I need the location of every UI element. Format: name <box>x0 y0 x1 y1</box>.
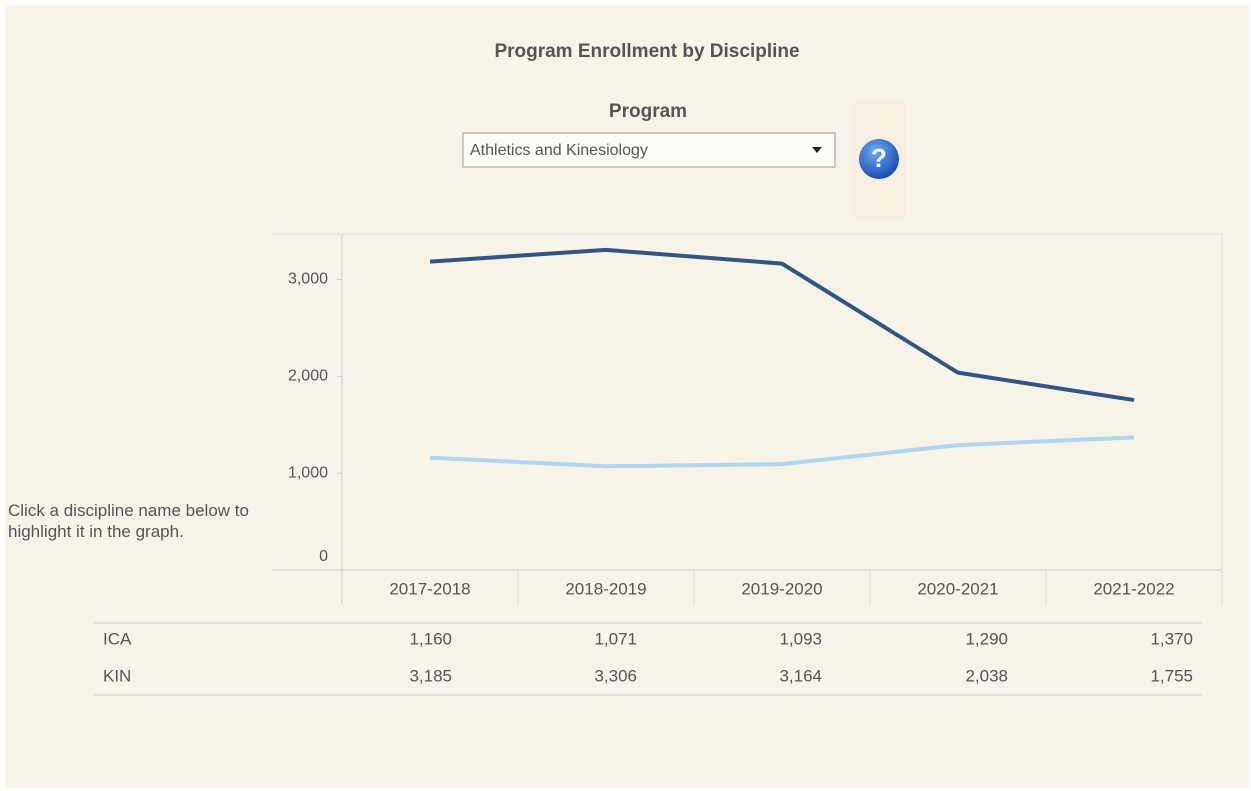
dropdown[interactable] <box>462 132 836 168</box>
x-tick-label: 2021-2022 <box>1093 579 1174 598</box>
x-tick-label: 2020-2021 <box>917 579 998 598</box>
x-tick-label: 2019-2020 <box>741 579 822 598</box>
legend-row-label[interactable]: KIN <box>103 666 131 685</box>
table-cell: 3,185 <box>409 666 452 685</box>
table-cell: 2,038 <box>965 666 1008 685</box>
y-tick-label: 1,000 <box>288 464 328 481</box>
x-tick-label: 2018-2019 <box>565 579 646 598</box>
table-cell: 1,755 <box>1150 666 1193 685</box>
table-cell: 1,093 <box>779 629 822 648</box>
y-tick-label: 3,000 <box>288 271 328 288</box>
y-tick-label: 2,000 <box>288 368 328 385</box>
chart-title: Program Enrollment by Discipline <box>494 41 799 62</box>
table-cell: 3,164 <box>779 666 822 685</box>
table-cell: 1,160 <box>409 629 452 648</box>
table-cell: 1,370 <box>1150 629 1193 648</box>
table-cell: 1,290 <box>965 629 1008 648</box>
series-line <box>429 247 1135 403</box>
table-cell: 1,071 <box>594 629 637 648</box>
x-tick-label: 2017-2018 <box>389 579 470 598</box>
table-cell: 3,306 <box>594 666 637 685</box>
instruction: Click a discipline name below to highlig… <box>8 501 249 541</box>
y-tick-label: 0 <box>319 548 328 565</box>
filter-label: Program <box>609 101 687 122</box>
dropdown-value[interactable]: Athletics and Kinesiology <box>470 142 648 159</box>
dropdown-arrow[interactable] <box>812 147 822 153</box>
help-icon[interactable] <box>859 139 899 179</box>
help-mark[interactable]: ? <box>871 143 887 173</box>
legend-row-label[interactable]: ICA <box>103 629 132 648</box>
series-line <box>429 435 1135 469</box>
